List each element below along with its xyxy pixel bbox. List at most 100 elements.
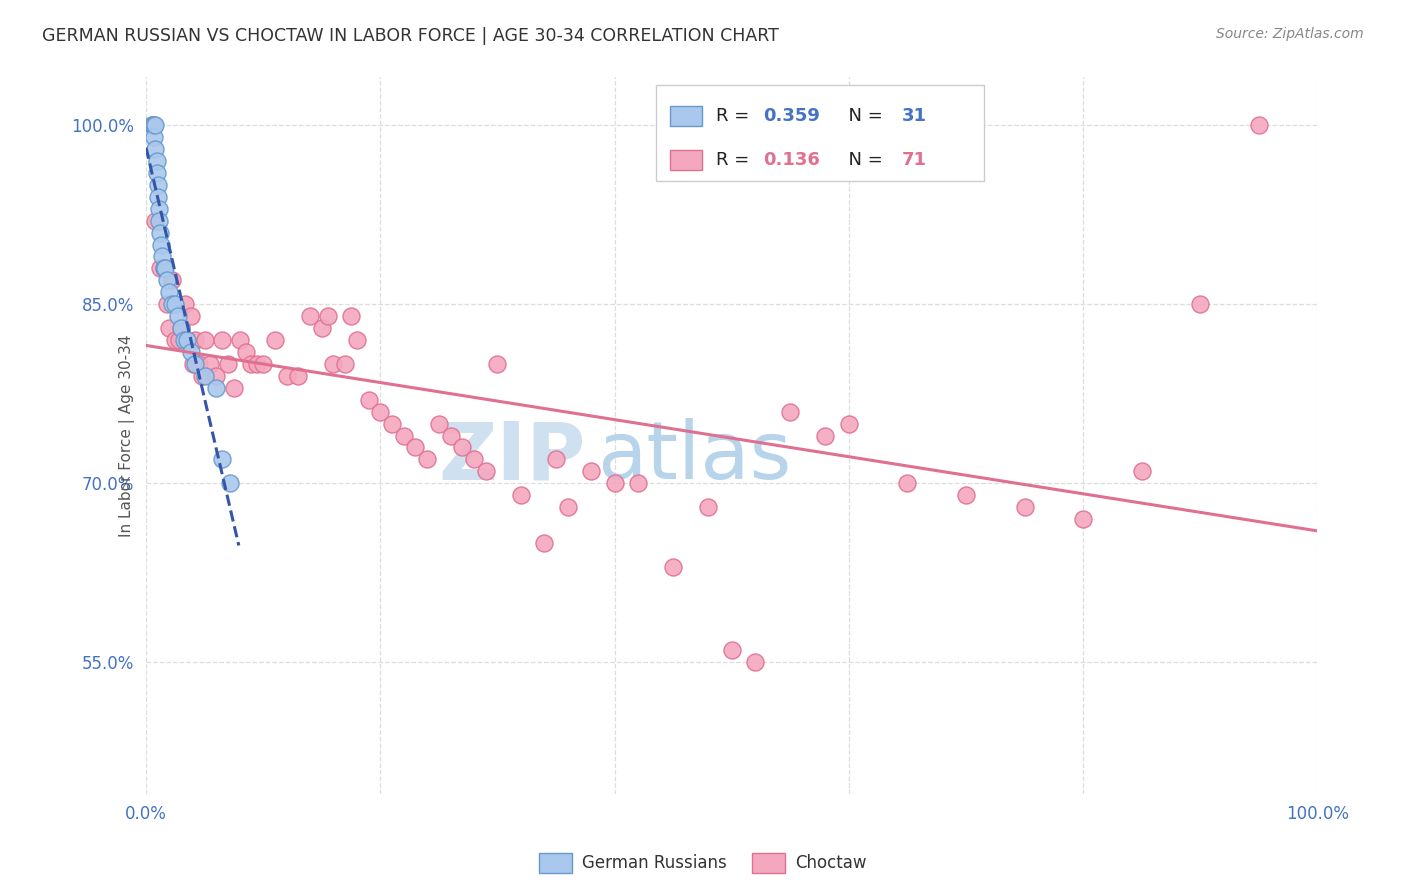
Text: N =: N =: [837, 151, 889, 169]
Point: [340, 309, 363, 323]
Legend: German Russians, Choctaw: German Russians, Choctaw: [533, 847, 873, 880]
Point: [276, 368, 298, 383]
Point: [533, 536, 555, 550]
Point: [141, 118, 163, 132]
Point: [166, 309, 188, 323]
Point: [184, 357, 207, 371]
Point: [346, 333, 368, 347]
Point: [299, 309, 322, 323]
Point: [1071, 512, 1094, 526]
Point: [156, 273, 179, 287]
Point: [170, 321, 193, 335]
Point: [152, 261, 174, 276]
Point: [316, 309, 339, 323]
Point: [697, 500, 720, 515]
Point: [191, 368, 214, 383]
Point: [744, 656, 766, 670]
Point: [146, 178, 169, 192]
Point: [322, 357, 344, 371]
Point: [381, 417, 404, 431]
Text: 31: 31: [901, 106, 927, 125]
Point: [170, 321, 193, 335]
Point: [176, 333, 198, 347]
Point: [152, 261, 174, 276]
Text: R =: R =: [717, 151, 755, 169]
Text: N =: N =: [837, 106, 889, 125]
FancyBboxPatch shape: [669, 105, 703, 126]
Point: [205, 381, 228, 395]
Point: [180, 309, 202, 323]
Point: [141, 118, 163, 132]
Point: [211, 333, 233, 347]
Point: [814, 428, 837, 442]
Point: [181, 357, 204, 371]
Text: Source: ZipAtlas.com: Source: ZipAtlas.com: [1216, 27, 1364, 41]
Point: [416, 452, 439, 467]
Point: [167, 333, 190, 347]
Point: [896, 476, 918, 491]
Point: [235, 345, 257, 359]
Point: [463, 452, 485, 467]
Point: [187, 357, 209, 371]
Point: [955, 488, 977, 502]
Point: [153, 261, 176, 276]
Point: [333, 357, 356, 371]
FancyBboxPatch shape: [669, 150, 703, 170]
Point: [184, 333, 207, 347]
Text: 71: 71: [901, 151, 927, 169]
Text: R =: R =: [717, 106, 755, 125]
Point: [311, 321, 333, 335]
Point: [148, 202, 170, 216]
Text: atlas: atlas: [598, 418, 792, 496]
Point: [152, 250, 174, 264]
Point: [427, 417, 450, 431]
Point: [150, 237, 173, 252]
Point: [579, 464, 602, 478]
Point: [229, 333, 252, 347]
Point: [194, 333, 217, 347]
Point: [544, 452, 567, 467]
Point: [200, 357, 222, 371]
Point: [838, 417, 860, 431]
Point: [145, 142, 167, 156]
Point: [180, 345, 202, 359]
Point: [146, 190, 169, 204]
Point: [217, 357, 239, 371]
Point: [627, 476, 650, 491]
Point: [173, 297, 195, 311]
Point: [176, 333, 198, 347]
Point: [142, 118, 165, 132]
Point: [246, 357, 269, 371]
Point: [451, 441, 474, 455]
Point: [145, 118, 167, 132]
Point: [779, 405, 801, 419]
Point: [160, 273, 183, 287]
Point: [219, 476, 242, 491]
Point: [1189, 297, 1212, 311]
FancyBboxPatch shape: [655, 85, 984, 181]
Text: 0.359: 0.359: [763, 106, 820, 125]
Point: [143, 130, 166, 145]
Point: [173, 333, 195, 347]
Point: [1014, 500, 1036, 515]
Point: [287, 368, 309, 383]
Point: [404, 441, 426, 455]
Point: [205, 368, 228, 383]
Point: [368, 405, 391, 419]
Text: ZIP: ZIP: [439, 418, 585, 496]
Point: [211, 452, 233, 467]
Point: [159, 285, 181, 300]
Point: [149, 261, 172, 276]
Point: [720, 643, 742, 657]
Point: [486, 357, 509, 371]
Text: 0.136: 0.136: [763, 151, 820, 169]
Point: [160, 297, 183, 311]
Point: [264, 333, 287, 347]
Point: [165, 297, 187, 311]
Point: [194, 368, 217, 383]
Point: [439, 428, 461, 442]
Point: [143, 118, 166, 132]
Point: [145, 153, 167, 168]
Point: [357, 392, 380, 407]
Point: [165, 333, 187, 347]
